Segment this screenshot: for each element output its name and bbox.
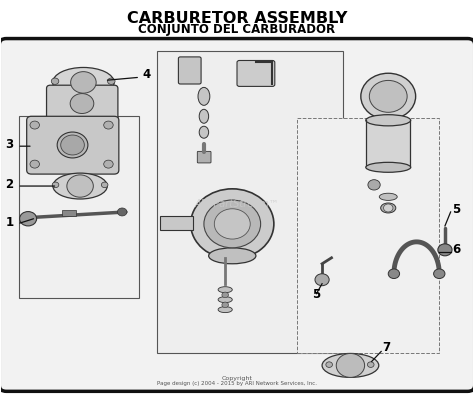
Ellipse shape (366, 115, 410, 126)
FancyBboxPatch shape (0, 38, 474, 391)
FancyBboxPatch shape (178, 57, 201, 84)
FancyBboxPatch shape (197, 151, 211, 163)
Circle shape (361, 73, 416, 120)
Ellipse shape (53, 68, 114, 97)
Circle shape (336, 354, 365, 377)
Circle shape (326, 362, 332, 368)
Circle shape (214, 209, 250, 239)
Circle shape (30, 121, 39, 129)
Text: 5: 5 (452, 203, 460, 216)
Ellipse shape (199, 109, 209, 123)
FancyBboxPatch shape (237, 60, 275, 86)
Circle shape (369, 80, 407, 112)
Circle shape (70, 94, 94, 114)
Ellipse shape (53, 173, 107, 199)
Ellipse shape (199, 126, 209, 138)
Circle shape (438, 244, 452, 256)
Circle shape (30, 160, 39, 168)
FancyBboxPatch shape (46, 85, 118, 122)
Text: Page design (c) 2004 - 2015 by ARI Network Services, Inc.: Page design (c) 2004 - 2015 by ARI Netwo… (157, 381, 317, 386)
Bar (156, 50, 343, 354)
Circle shape (368, 180, 380, 190)
Text: 3: 3 (5, 138, 14, 151)
Circle shape (104, 121, 113, 129)
Circle shape (204, 200, 261, 248)
Text: Copyright: Copyright (221, 376, 253, 381)
Text: 5: 5 (312, 288, 320, 301)
Circle shape (108, 78, 115, 84)
Ellipse shape (218, 287, 232, 293)
Circle shape (315, 274, 329, 286)
Ellipse shape (209, 248, 256, 264)
Text: 7: 7 (383, 342, 391, 354)
Bar (298, 118, 439, 354)
Text: ARI PartStream™: ARI PartStream™ (195, 199, 279, 209)
Circle shape (19, 212, 36, 226)
Ellipse shape (218, 297, 232, 303)
Circle shape (52, 182, 59, 188)
Ellipse shape (381, 203, 396, 213)
Circle shape (101, 182, 108, 188)
Circle shape (383, 204, 393, 212)
Circle shape (104, 160, 113, 168)
Ellipse shape (218, 307, 232, 313)
Circle shape (118, 208, 127, 216)
Ellipse shape (57, 132, 88, 158)
Circle shape (434, 269, 445, 278)
Ellipse shape (322, 354, 379, 377)
Circle shape (222, 292, 228, 298)
Circle shape (51, 78, 59, 84)
Circle shape (67, 175, 93, 197)
Ellipse shape (379, 193, 397, 200)
FancyBboxPatch shape (27, 116, 119, 174)
FancyBboxPatch shape (367, 121, 410, 166)
Ellipse shape (198, 87, 210, 105)
FancyBboxPatch shape (62, 210, 76, 216)
Text: CARBURETOR ASSEMBLY: CARBURETOR ASSEMBLY (127, 11, 347, 26)
Text: 1: 1 (5, 216, 14, 229)
Text: 2: 2 (5, 178, 14, 191)
Circle shape (388, 269, 400, 278)
Circle shape (71, 72, 96, 93)
Text: 4: 4 (143, 68, 151, 81)
FancyBboxPatch shape (160, 216, 192, 230)
Circle shape (61, 135, 84, 155)
Circle shape (222, 302, 228, 308)
Text: 6: 6 (452, 244, 460, 256)
Text: CONJUNTO DEL CARBURADOR: CONJUNTO DEL CARBURADOR (138, 23, 336, 36)
Ellipse shape (366, 162, 410, 172)
Circle shape (191, 189, 274, 259)
Circle shape (367, 362, 374, 368)
Bar (18, 116, 139, 298)
